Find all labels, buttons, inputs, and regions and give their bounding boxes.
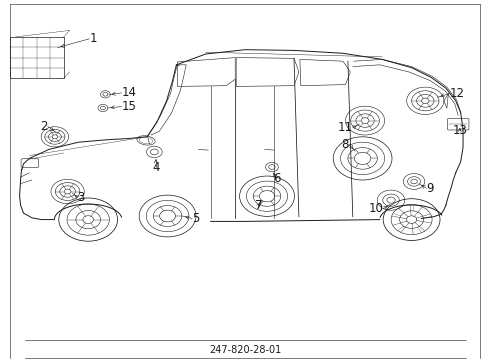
Text: 6: 6 xyxy=(273,172,281,185)
Text: 15: 15 xyxy=(122,100,136,113)
Text: 5: 5 xyxy=(192,212,199,225)
Text: 1: 1 xyxy=(89,32,97,45)
Text: 3: 3 xyxy=(77,191,85,204)
Text: 4: 4 xyxy=(152,161,160,174)
Text: 2: 2 xyxy=(41,120,48,133)
Text: 9: 9 xyxy=(426,182,434,195)
Text: 12: 12 xyxy=(450,87,465,100)
Text: 14: 14 xyxy=(122,86,137,99)
Text: 8: 8 xyxy=(342,138,349,150)
Bar xyxy=(10,37,64,78)
Text: 11: 11 xyxy=(338,121,353,134)
Text: 13: 13 xyxy=(452,124,467,137)
Text: 247-820-28-01: 247-820-28-01 xyxy=(209,345,281,355)
Text: 7: 7 xyxy=(255,199,263,212)
Text: 10: 10 xyxy=(368,202,383,215)
